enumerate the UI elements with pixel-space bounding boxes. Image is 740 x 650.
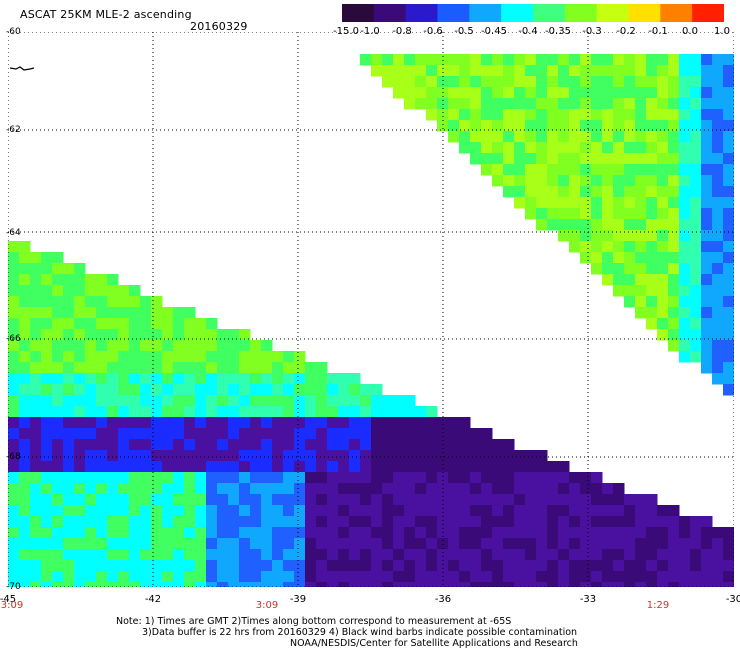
- latitude-label: -68: [6, 452, 21, 462]
- note-line-3: NOAA/NESDIS/Center for Satellite Applica…: [290, 638, 578, 649]
- note-line-2: 3)Data buffer is 22 hrs from 20160329 4)…: [142, 627, 578, 638]
- longitude-label: -39: [289, 594, 307, 605]
- colorbar-tick-label: -0.35: [545, 26, 571, 37]
- longitude-label: -42: [144, 594, 162, 605]
- latitude-label: -66: [6, 334, 21, 344]
- time-label: 3:09: [0, 600, 24, 611]
- latitude-label: -62: [6, 125, 21, 135]
- time-label: 3:09: [255, 600, 279, 611]
- latitude-label: -70: [6, 582, 21, 592]
- colorbar-tick-label: -0.8: [392, 26, 412, 37]
- colorbar-swatch: [660, 4, 693, 22]
- coastline: [9, 66, 35, 71]
- colorbar-swatch: [564, 4, 598, 22]
- colorbar: [342, 4, 724, 22]
- colorbar-tick-label: 0.0: [682, 26, 698, 37]
- latitude-label: -64: [6, 228, 21, 238]
- colorbar-swatch: [437, 4, 470, 22]
- colorbar-tick-label: -15.0: [333, 26, 359, 37]
- colorbar-tick-label: -1.0: [360, 26, 380, 37]
- longitude-label: -36: [434, 594, 452, 605]
- longitude-label: -30: [725, 594, 740, 605]
- colorbar-swatch: [596, 4, 629, 22]
- colorbar-swatch: [692, 4, 724, 22]
- colorbar-tick-label: -0.1: [648, 26, 668, 37]
- longitude-labels: -45 -42 -39 -36 -33 -30: [0, 594, 740, 608]
- time-label: 1:29: [646, 600, 670, 611]
- longitude-label: -33: [579, 594, 597, 605]
- colorbar-tick-label: -0.2: [616, 26, 636, 37]
- latitude-label: -60: [6, 27, 21, 37]
- colorbar-swatch: [373, 4, 407, 22]
- colorbar-tick-label: 1.0: [714, 26, 730, 37]
- colorbar-swatch: [405, 4, 438, 22]
- longitude-label: -45: [0, 594, 17, 605]
- time-labels: 3:09 3:09 1:29: [0, 600, 740, 612]
- colorbar-swatch: [628, 4, 661, 22]
- wind-map: [8, 32, 734, 587]
- note-line-1: Note: 1) Times are GMT 2)Times along bot…: [116, 616, 512, 627]
- product-title: ASCAT 25KM MLE-2 ascending: [20, 8, 192, 21]
- product-date: 20160329: [190, 20, 248, 33]
- colorbar-swatch: [342, 4, 375, 22]
- colorbar-tick-label: -0.45: [481, 26, 507, 37]
- colorbar-swatch: [501, 4, 534, 22]
- colorbar-swatch: [533, 4, 566, 22]
- colorbar-swatch: [469, 4, 502, 22]
